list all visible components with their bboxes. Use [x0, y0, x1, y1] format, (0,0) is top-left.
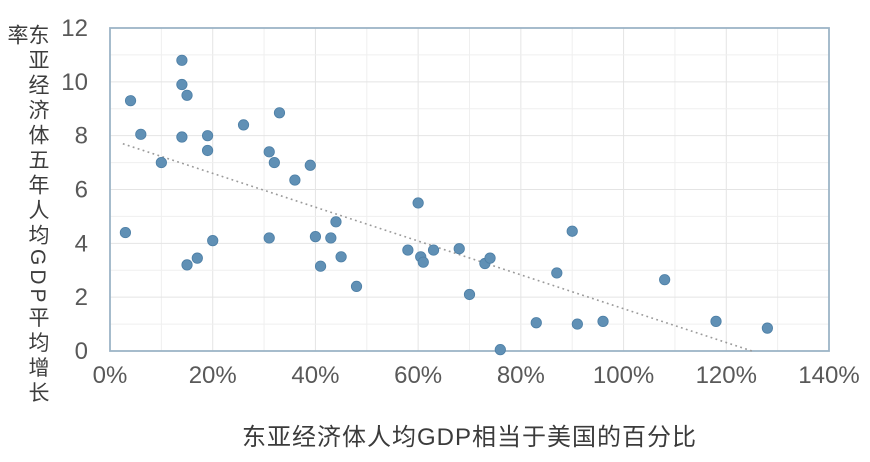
data-point: [566, 225, 578, 237]
y-tick-label: 6: [75, 177, 88, 204]
data-point: [551, 267, 563, 279]
x-tick-label: 20%: [189, 362, 237, 389]
data-point: [335, 251, 347, 263]
data-point: [710, 315, 722, 327]
data-point: [494, 344, 506, 356]
y-tick-label: 4: [75, 230, 88, 257]
data-point: [417, 256, 429, 268]
data-point: [119, 226, 132, 239]
data-point: [304, 159, 316, 171]
y-axis-ticks: 0 2 4 6 8 10 12: [61, 15, 88, 365]
data-point: [350, 280, 363, 292]
x-tick-label: 80%: [497, 362, 545, 389]
x-tick-label: 140%: [798, 362, 859, 389]
trend-line: [122, 142, 753, 352]
data-point: [402, 244, 414, 256]
x-tick-label: 120%: [696, 362, 757, 389]
data-point: [176, 78, 188, 91]
y-tick-label: 0: [75, 338, 88, 365]
data-point: [412, 197, 424, 209]
data-point: [571, 318, 583, 330]
y-tick-label: 12: [61, 15, 88, 42]
data-point: [155, 156, 167, 169]
y-tick-label: 8: [75, 123, 88, 150]
data-point: [659, 274, 671, 286]
data-point: [124, 95, 137, 107]
x-tick-label: 100%: [593, 362, 654, 389]
y-tick-label: 10: [61, 69, 88, 96]
data-point: [597, 315, 609, 327]
data-point: [484, 252, 496, 264]
data-point: [263, 232, 275, 244]
data-point: [181, 89, 193, 101]
gridlines: [110, 28, 829, 351]
y-axis-title: 东亚经济体五年人均GDP平均增长率: [5, 24, 49, 407]
data-point: [191, 252, 203, 264]
x-tick-label: 40%: [291, 362, 339, 389]
data-point: [181, 259, 193, 271]
data-point: [330, 216, 342, 228]
data-points: [119, 54, 773, 356]
data-point: [453, 243, 465, 255]
data-point: [201, 130, 214, 142]
x-axis-ticks: 0% 20% 40% 60% 80% 100% 120% 140%: [93, 362, 860, 389]
x-axis-title: 东亚经济体人均GDP相当于美国的百分比: [241, 424, 697, 451]
data-point: [427, 244, 440, 256]
data-point: [176, 131, 188, 143]
data-point: [268, 156, 280, 169]
data-point: [207, 235, 219, 247]
data-point: [289, 174, 301, 186]
data-point: [176, 54, 188, 66]
plot-border: [109, 27, 830, 352]
data-point: [314, 260, 327, 272]
data-point: [463, 288, 476, 301]
y-tick-label: 2: [75, 284, 88, 311]
data-point: [530, 317, 542, 329]
data-point: [237, 119, 250, 131]
data-point: [263, 146, 275, 158]
data-point: [201, 144, 214, 157]
x-tick-label: 0%: [93, 362, 128, 389]
data-point: [761, 322, 773, 334]
data-point: [273, 107, 286, 119]
data-point: [325, 232, 337, 244]
data-point: [309, 231, 322, 243]
x-tick-label: 60%: [394, 362, 442, 389]
data-point: [135, 128, 147, 140]
